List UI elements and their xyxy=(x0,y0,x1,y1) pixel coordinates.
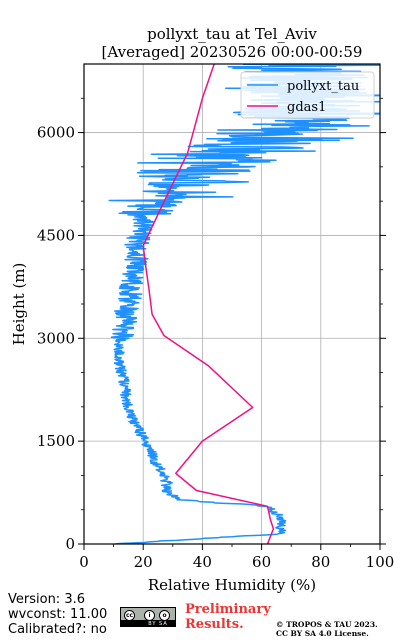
y-tick-label-1500: 1500 xyxy=(37,432,75,450)
legend-label-gdas1: gdas1 xyxy=(287,100,326,115)
calibrated-text: Calibrated?: no xyxy=(8,622,107,637)
x-tick-label-0: 0 xyxy=(79,553,89,571)
plot-area xyxy=(108,64,380,544)
legend: pollyxt_tau gdas1 xyxy=(240,71,375,119)
copyright-line-2: CC BY SA 4.0 License. xyxy=(276,629,369,638)
x-tick-label-40: 40 xyxy=(193,553,212,571)
y-tick-label-0: 0 xyxy=(65,535,75,553)
x-tick-label-80: 80 xyxy=(311,553,330,571)
y-tick-label-4500: 4500 xyxy=(37,226,75,244)
cc-badge-text: BY SA xyxy=(148,621,168,627)
legend-label-pollyxt: pollyxt_tau xyxy=(287,79,359,94)
chart-subtitle: [Averaged] 20230526 00:00-00:59 xyxy=(102,43,363,61)
y-axis-label: Height (m) xyxy=(10,263,28,346)
x-tick-label-20: 20 xyxy=(134,553,153,571)
series-gdas1-line xyxy=(142,64,275,544)
copyright-notice: © TROPOS & TAU 2023. CC BY SA 4.0 Licens… xyxy=(276,620,378,638)
x-axis-label: Relative Humidity (%) xyxy=(148,576,316,594)
preliminary-notice: Preliminary Results. xyxy=(185,602,271,632)
x-tick-label-100: 100 xyxy=(366,553,395,571)
copyright-line-1: © TROPOS & TAU 2023. xyxy=(276,620,378,629)
axis-ticks: 0 20 40 60 80 100 0 1500 3000 4500 6000 xyxy=(37,97,395,571)
x-tick-label-60: 60 xyxy=(252,553,271,571)
y-tick-label-6000: 6000 xyxy=(37,124,75,142)
series-pollyxt_tau-line xyxy=(108,64,380,544)
chart-title: pollyxt_tau at Tel_Aviv xyxy=(147,25,317,43)
y-tick-label-3000: 3000 xyxy=(37,329,75,347)
plot-frame xyxy=(83,63,381,545)
wvconst-text: wvconst: 11.00 xyxy=(8,607,108,622)
cc-license-badge-icon: cc i o BY SA xyxy=(120,607,176,627)
preliminary-line-1: Preliminary xyxy=(185,602,271,617)
footer-info: Version: 3.6 wvconst: 11.00 Calibrated?:… xyxy=(8,592,107,637)
preliminary-line-2: Results. xyxy=(185,617,244,632)
version-text: Version: 3.6 xyxy=(8,592,85,607)
